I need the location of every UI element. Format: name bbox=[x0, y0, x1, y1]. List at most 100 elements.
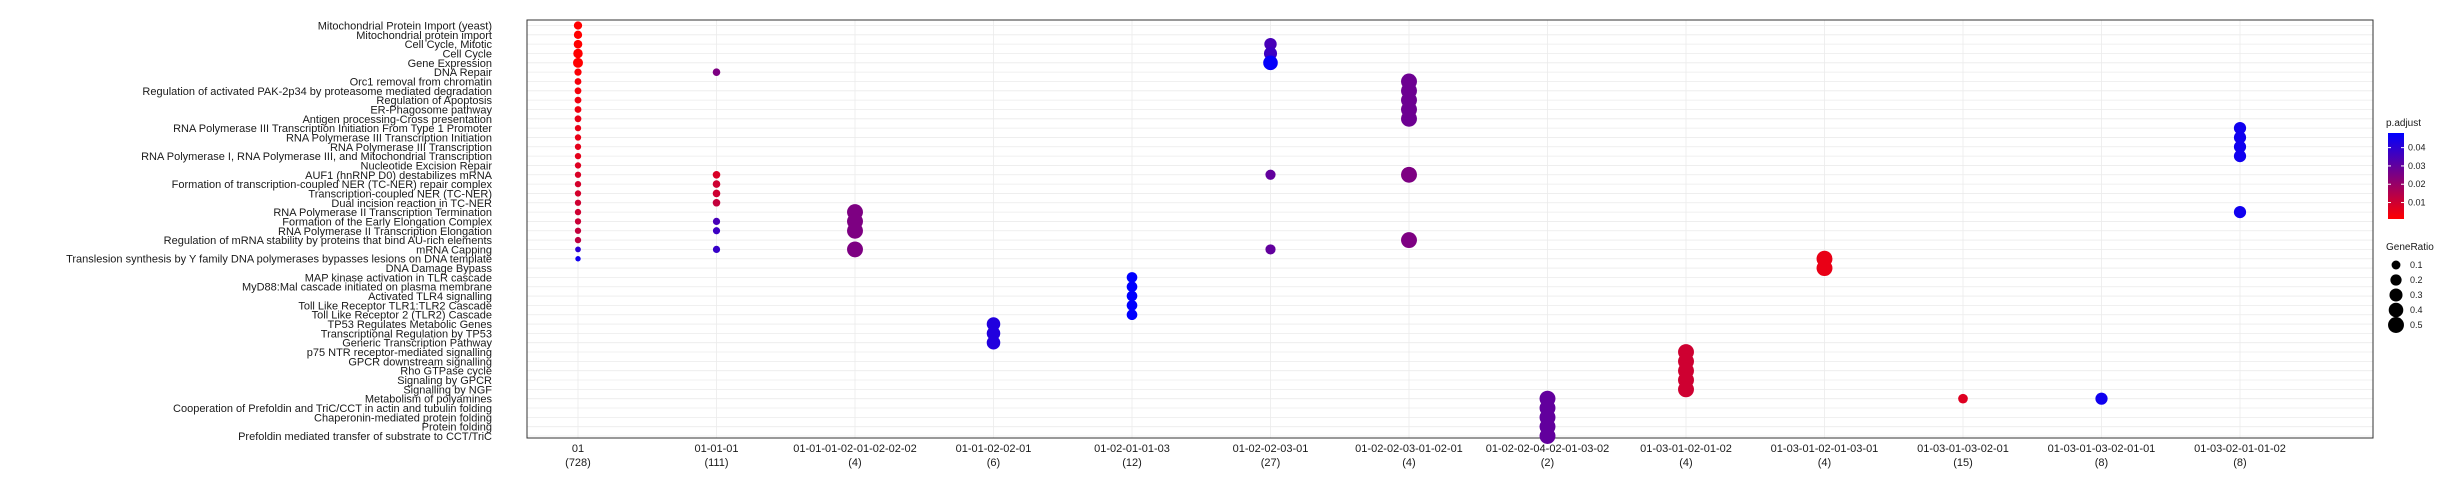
data-point bbox=[574, 152, 582, 160]
y-tick-label: Regulation of mRNA stability by proteins… bbox=[164, 235, 493, 247]
y-tick-label: MAP kinase activation in TLR cascade bbox=[305, 272, 492, 284]
x-tick-count: (2) bbox=[1541, 457, 1554, 469]
data-point bbox=[1126, 272, 1138, 283]
y-tick-label: Formation of the Early Elongation Comple… bbox=[282, 216, 492, 228]
y-tick-label: Protein folding bbox=[422, 422, 492, 434]
data-point bbox=[574, 190, 582, 197]
data-point bbox=[712, 245, 721, 254]
data-point bbox=[574, 143, 582, 150]
y-tick-label: MyD88:Mal cascade initiated on plasma me… bbox=[242, 282, 492, 294]
data-point bbox=[1401, 166, 1417, 183]
data-point bbox=[986, 317, 1001, 331]
data-point bbox=[2233, 131, 2247, 144]
x-tick-label: 01-03-01-02-01-02 bbox=[1640, 443, 1732, 455]
data-point bbox=[1264, 37, 1277, 51]
data-point bbox=[575, 256, 581, 262]
data-point bbox=[574, 171, 582, 178]
data-point bbox=[2233, 140, 2247, 153]
data-point bbox=[574, 218, 582, 225]
x-tick-count: (8) bbox=[2233, 457, 2246, 469]
color-legend-tick-label: 0.01 bbox=[2408, 198, 2426, 208]
data-point bbox=[1126, 290, 1138, 302]
y-tick-label: RNA Polymerase II Transcription Terminat… bbox=[273, 207, 492, 219]
color-legend-tick-label: 0.04 bbox=[2408, 143, 2426, 153]
color-legend-ticks: 0.04 0.03 0.02 0.01 bbox=[2388, 143, 2426, 208]
x-axis-labels: 01 (728) 01-01-01 (111) 01-01-01-02-01-02-02… bbox=[565, 443, 2286, 469]
data-point bbox=[574, 199, 582, 206]
data-point bbox=[1126, 281, 1138, 293]
x-tick-count: (4) bbox=[848, 457, 861, 469]
y-tick-label: Generic Transcription Pathway bbox=[342, 338, 492, 350]
x-tick-label: 01 bbox=[572, 443, 584, 455]
color-legend-bar bbox=[2388, 133, 2404, 219]
y-tick-label: TP53 Regulates Metabolic Genes bbox=[328, 319, 493, 331]
data-point bbox=[574, 180, 582, 188]
y-tick-label: Nucleotide Excision Repair bbox=[361, 160, 493, 172]
y-tick-label: Antigen processing-Cross presentation bbox=[302, 114, 492, 126]
data-point bbox=[575, 246, 581, 253]
x-tick-count: (111) bbox=[704, 457, 728, 469]
y-tick-label: Translesion synthesis by Y family DNA po… bbox=[66, 254, 492, 266]
data-point bbox=[1263, 55, 1278, 71]
data-point bbox=[574, 236, 582, 244]
data-point bbox=[2233, 150, 2247, 163]
size-legend-title: GeneRatio bbox=[2386, 242, 2434, 253]
data-point bbox=[1265, 244, 1276, 255]
x-tick-label: 01-03-01-03-02-01-01 bbox=[2048, 443, 2156, 455]
x-tick-label: 01-03-02-01-01-02 bbox=[2194, 443, 2286, 455]
y-tick-label: RNA Polymerase I, RNA Polymerase III, an… bbox=[141, 151, 492, 163]
y-tick-label: Mitochondrial protein import bbox=[356, 30, 492, 42]
data-point bbox=[712, 170, 721, 179]
grid-lines bbox=[527, 20, 2373, 438]
data-points bbox=[573, 21, 2247, 444]
size-legend-label: 0.5 bbox=[2410, 320, 2423, 330]
y-tick-label: Transcriptional Regulation by TP53 bbox=[321, 328, 492, 340]
color-legend: p.adjust 0.04 0.03 0.02 0.01 bbox=[2386, 118, 2426, 219]
y-tick-label: GPCR downstream signalling bbox=[348, 356, 492, 368]
y-tick-label: Dual incision reaction in TC-NER bbox=[331, 198, 492, 210]
data-point bbox=[574, 68, 582, 76]
size-legend-label: 0.4 bbox=[2410, 305, 2423, 315]
y-tick-label: mRNA Capping bbox=[416, 244, 492, 256]
color-legend-tick-label: 0.03 bbox=[2408, 161, 2426, 171]
y-tick-label: Gene Expression bbox=[408, 58, 492, 70]
x-tick-label: 01-01-02-02-01 bbox=[956, 443, 1032, 455]
y-tick-label: RNA Polymerase III Transcription Initiat… bbox=[286, 132, 492, 144]
size-legend-dot bbox=[2389, 288, 2403, 302]
data-point bbox=[2233, 122, 2247, 135]
plot-panel bbox=[526, 19, 2374, 439]
size-legend-label: 0.3 bbox=[2410, 290, 2423, 300]
y-tick-label: RNA Polymerase III Transcription bbox=[330, 142, 492, 154]
data-point bbox=[574, 78, 582, 85]
data-point bbox=[574, 208, 582, 216]
data-point bbox=[574, 96, 582, 104]
data-point bbox=[712, 198, 721, 207]
data-point bbox=[2095, 392, 2108, 405]
y-tick-label: Orc1 removal from chromatin bbox=[350, 76, 492, 88]
size-legend-label: 0.1 bbox=[2410, 260, 2423, 270]
y-tick-label: Mitochondrial Protein Import (yeast) bbox=[318, 21, 492, 33]
x-tick-label: 01-02-02-04-02-01-03-02 bbox=[1486, 443, 1610, 455]
x-tick-label: 01-03-01-02-01-03-01 bbox=[1771, 443, 1879, 455]
x-tick-count: (4) bbox=[1679, 457, 1692, 469]
size-legend: GeneRatio 0.1 0.2 0.3 0.4 0.5 bbox=[2386, 242, 2434, 333]
y-tick-label: Regulation of Apoptosis bbox=[376, 95, 492, 107]
data-point bbox=[574, 162, 582, 169]
y-tick-label: Activated TLR4 signalling bbox=[368, 291, 492, 303]
x-tick-label: 01-01-01 bbox=[694, 443, 738, 455]
color-legend-tick-label: 0.02 bbox=[2408, 179, 2426, 189]
y-tick-label: Prefoldin mediated transfer of substrate… bbox=[238, 431, 492, 443]
data-point bbox=[986, 335, 1001, 350]
data-point bbox=[574, 87, 582, 95]
x-tick-count: (12) bbox=[1122, 457, 1142, 469]
size-legend-dot bbox=[2388, 317, 2404, 333]
data-point bbox=[712, 227, 721, 235]
data-point bbox=[574, 115, 582, 123]
y-tick-label: Metabolism of polyamines bbox=[365, 394, 493, 406]
x-tick-count: (15) bbox=[1953, 457, 1973, 469]
x-tick-label: 01-02-02-03-01 bbox=[1233, 443, 1309, 455]
data-point bbox=[847, 241, 863, 258]
size-legend-items: 0.1 0.2 0.3 0.4 0.5 bbox=[2388, 260, 2423, 333]
